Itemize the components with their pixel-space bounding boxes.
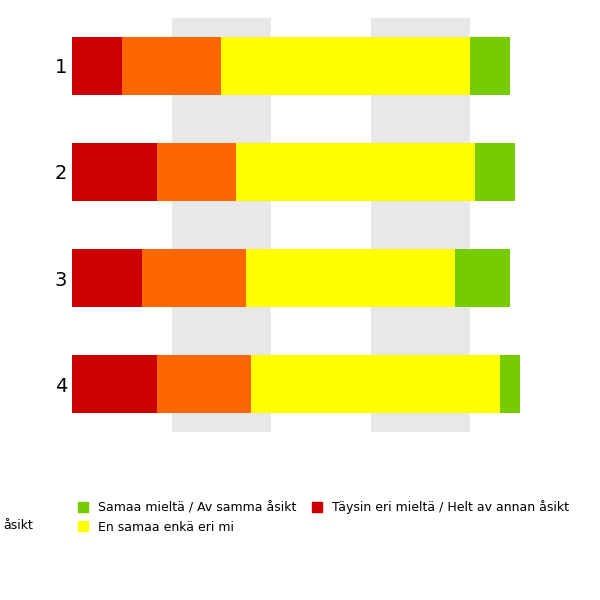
Legend: Samaa mieltä / Av samma åsikt, En samaa enkä eri mi, Täysin eri mieltä / Helt av: Samaa mieltä / Av samma åsikt, En samaa …	[78, 500, 569, 533]
Bar	[122, 37, 221, 95]
Bar	[500, 355, 520, 413]
Bar	[251, 355, 500, 413]
Bar	[157, 143, 236, 201]
Bar	[157, 355, 251, 413]
Bar	[371, 18, 470, 432]
Bar	[72, 143, 157, 201]
Bar	[221, 37, 470, 95]
Bar	[475, 143, 515, 201]
Text: åsikt: åsikt	[3, 519, 33, 532]
Bar	[247, 249, 455, 307]
Bar	[470, 37, 510, 95]
Bar	[455, 249, 510, 307]
Bar	[142, 249, 247, 307]
Bar	[72, 355, 157, 413]
Bar	[72, 249, 142, 307]
Bar	[172, 18, 271, 432]
Bar	[236, 143, 475, 201]
Bar	[72, 37, 122, 95]
